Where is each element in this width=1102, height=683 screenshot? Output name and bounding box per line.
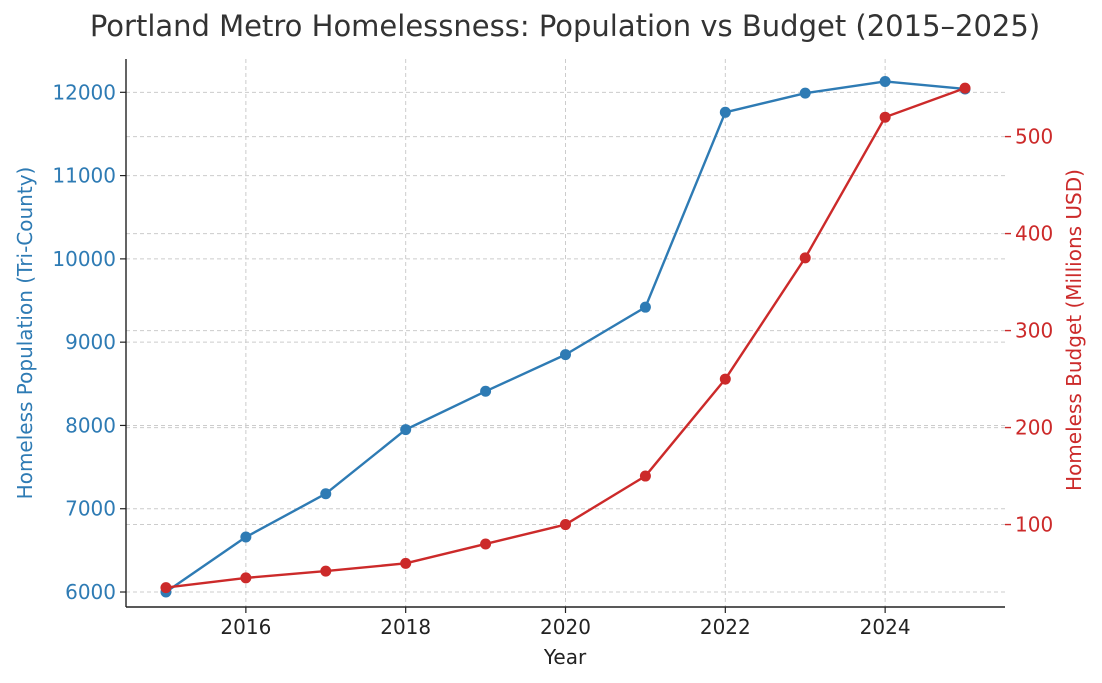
right-axis-label: Homeless Budget (Millions USD) <box>1062 169 1086 491</box>
population-data-point <box>639 301 651 313</box>
left-tick-label: 10000 <box>52 247 116 271</box>
x-tick-label: 2020 <box>540 615 591 639</box>
population-data-point <box>400 424 412 436</box>
right-axis-ticks: 100 200 300 400 500 <box>1005 125 1053 537</box>
grid <box>126 59 1005 607</box>
right-tick-label: 500 <box>1015 125 1053 149</box>
left-tick-label: 6000 <box>65 580 116 604</box>
x-tick-label: 2022 <box>700 615 751 639</box>
x-tick-label: 2016 <box>220 615 271 639</box>
x-axis-ticks: 2016 2018 2020 2022 2024 <box>220 607 911 639</box>
left-tick-label: 11000 <box>52 164 116 188</box>
budget-data-point <box>240 572 252 584</box>
budget-data-point <box>799 252 811 264</box>
budget-series-line <box>165 86 966 589</box>
x-tick-label: 2018 <box>380 615 431 639</box>
population-data-point <box>240 531 252 543</box>
budget-data-point <box>879 111 891 123</box>
budget-data-point <box>480 538 492 550</box>
x-axis-label: Year <box>543 645 587 669</box>
x-tick-label: 2024 <box>860 615 911 639</box>
chart-title: Portland Metro Homelessness: Population … <box>90 9 1040 43</box>
population-data-point <box>320 488 332 500</box>
right-tick-label: 300 <box>1015 319 1053 343</box>
series-layer <box>160 75 971 598</box>
population-data-point <box>879 75 891 87</box>
right-tick-label: 100 <box>1015 513 1053 537</box>
left-tick-label: 12000 <box>52 80 116 104</box>
left-tick-label: 7000 <box>65 497 116 521</box>
right-tick-label: 200 <box>1015 416 1053 440</box>
budget-data-point <box>560 519 571 531</box>
population-data-point <box>799 87 811 99</box>
budget-data-point <box>160 582 172 594</box>
population-data-point <box>719 106 731 118</box>
left-axis-ticks: 6000 7000 8000 9000 10000 11000 12000 <box>52 80 126 604</box>
left-axis-label: Homeless Population (Tri-County) <box>13 167 37 500</box>
budget-data-point <box>639 470 651 482</box>
budget-data-point <box>719 373 731 385</box>
population-data-point <box>480 385 492 397</box>
left-tick-label: 9000 <box>65 330 116 354</box>
population-data-point <box>560 349 571 361</box>
budget-data-point <box>400 557 412 569</box>
budget-data-point <box>320 565 332 577</box>
budget-data-point <box>959 82 971 94</box>
right-tick-label: 400 <box>1015 222 1053 246</box>
left-tick-label: 8000 <box>65 413 116 437</box>
